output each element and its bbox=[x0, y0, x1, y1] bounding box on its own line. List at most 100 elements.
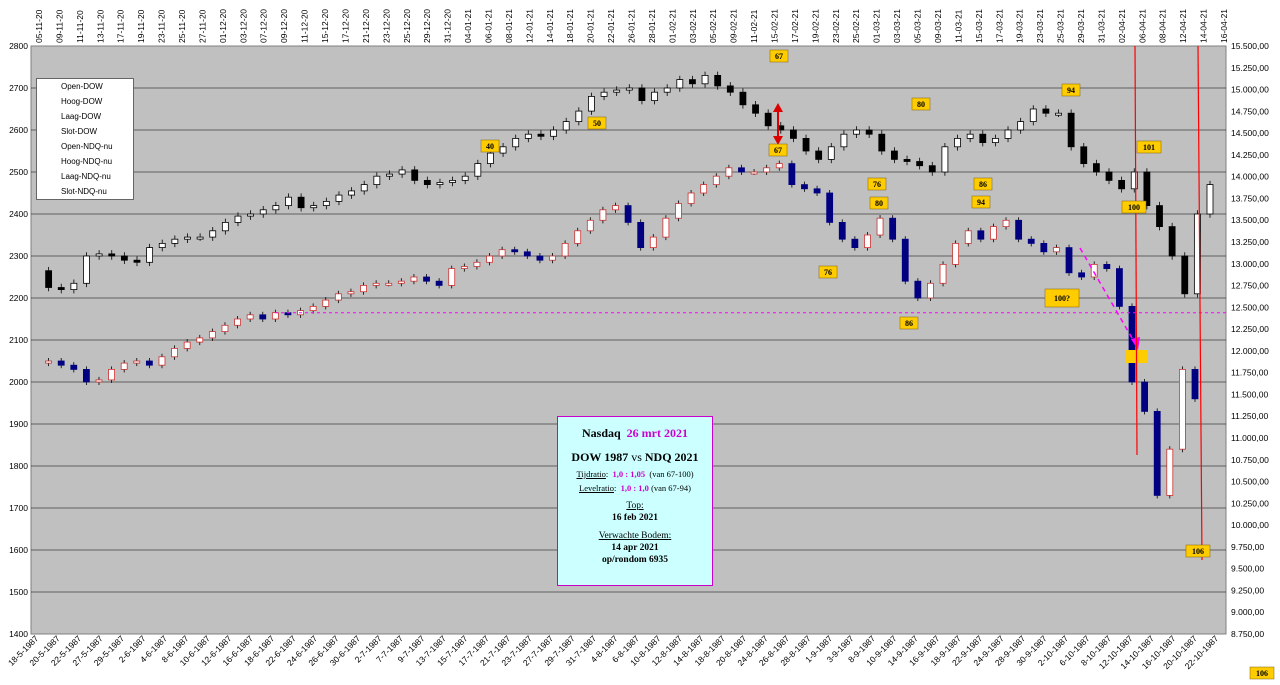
top-date-label: 08-01-21 bbox=[504, 9, 514, 43]
ndq-candle bbox=[247, 213, 255, 217]
top-date-label: 23-11-20 bbox=[157, 9, 167, 43]
level-badge-label: 94 bbox=[977, 198, 985, 207]
level-value: 1,0 : 1,0 bbox=[620, 483, 649, 493]
dow-candle bbox=[838, 221, 846, 240]
dow-candle bbox=[448, 268, 456, 286]
top-date-label: 01-12-20 bbox=[218, 9, 228, 43]
info-box: Nasdaq 26 mrt 2021 DOW 1987 vs NDQ 2021 T… bbox=[557, 416, 713, 586]
dow-candle bbox=[234, 318, 241, 326]
ndq-candle bbox=[764, 112, 772, 127]
left-tick-label: 1500 bbox=[9, 587, 28, 597]
dow-candle bbox=[1166, 448, 1174, 496]
dow-candle bbox=[586, 219, 594, 232]
dow-candle bbox=[801, 184, 808, 190]
top-date-label: 12-01-21 bbox=[524, 9, 534, 43]
ndq-candle bbox=[865, 129, 873, 135]
ndq-candle bbox=[550, 129, 557, 137]
dow-candle bbox=[511, 249, 519, 253]
dow-candle bbox=[259, 314, 267, 320]
top-date-label: 19-02-21 bbox=[810, 9, 820, 43]
ndq-candle bbox=[373, 175, 381, 185]
ndq-candle bbox=[297, 196, 305, 209]
dow-candle bbox=[271, 312, 279, 320]
right-tick-label: 8.750,00 bbox=[1231, 629, 1264, 639]
ndq-candle bbox=[802, 137, 810, 152]
dow-candle bbox=[1116, 268, 1123, 307]
dow-candle bbox=[410, 276, 418, 282]
top-label-text: Top bbox=[626, 501, 641, 511]
dow-candle bbox=[775, 163, 783, 169]
ndq-candle bbox=[1181, 255, 1189, 295]
ndq-candle bbox=[1029, 108, 1037, 123]
top-date-label: 22-01-21 bbox=[606, 9, 616, 43]
ndq-candle bbox=[1105, 171, 1113, 181]
level-badge bbox=[1044, 288, 1080, 308]
left-tick-label: 1400 bbox=[9, 629, 28, 639]
right-tick-label: 10.500,00 bbox=[1231, 477, 1269, 487]
ndq-candle bbox=[57, 287, 65, 290]
level-badge-label: 86 bbox=[979, 180, 987, 189]
level-badge bbox=[480, 139, 500, 153]
ndq-candle bbox=[878, 133, 886, 152]
bottom-date-labels: 18-5-198720-5-198722-5-198727-5-198729-5… bbox=[6, 633, 1221, 671]
dow-candle bbox=[498, 249, 506, 257]
info-title-name: Nasdaq bbox=[581, 426, 621, 440]
level-label: Levelratio bbox=[579, 483, 614, 493]
dow-candle bbox=[599, 209, 607, 221]
ndq-candle bbox=[474, 163, 482, 177]
top-date-label: 29-12-20 bbox=[422, 9, 432, 43]
top-date-label: 09-12-20 bbox=[279, 9, 289, 43]
dow-candle bbox=[725, 167, 733, 177]
ndq-candle bbox=[348, 190, 355, 196]
level-badge bbox=[869, 196, 889, 210]
right-tick-label: 13.750,00 bbox=[1231, 193, 1269, 203]
ndq-candle bbox=[891, 150, 898, 160]
ndq-candle bbox=[1080, 146, 1088, 165]
tijd-label: Tijdratio bbox=[576, 469, 606, 479]
level-badge-label: 100? bbox=[1054, 294, 1070, 303]
info-subtitle-b: NDQ 2021 bbox=[644, 450, 699, 464]
top-date-label: 25-11-20 bbox=[177, 9, 187, 43]
ndq-candle bbox=[524, 133, 532, 139]
level-badge bbox=[971, 195, 991, 209]
top-date-label: 15-02-21 bbox=[770, 9, 780, 43]
ndq-candle bbox=[398, 169, 406, 175]
top-date-label: 11-02-21 bbox=[749, 9, 759, 43]
top-date-label: 06-04-21 bbox=[1137, 9, 1147, 43]
level-badge-label: 86 bbox=[905, 319, 913, 328]
top-date-label: 25-12-20 bbox=[402, 9, 412, 43]
dow-candle bbox=[435, 280, 443, 286]
top-date-label: 09-03-21 bbox=[933, 9, 943, 43]
ndq-candle bbox=[108, 253, 116, 257]
right-tick-label: 14.500,00 bbox=[1231, 128, 1269, 138]
level-badge-label: 80 bbox=[875, 199, 883, 208]
ndq-candle bbox=[1004, 129, 1012, 139]
left-tick-label: 2800 bbox=[9, 41, 28, 51]
legend-item: Laag-DOW bbox=[61, 112, 102, 121]
top-date-label: 14-04-21 bbox=[1199, 9, 1209, 43]
info-subtitle: DOW 1987 vs NDQ 2021 bbox=[558, 450, 712, 465]
info-subtitle-vs: vs bbox=[631, 450, 642, 464]
ndq-candle bbox=[512, 137, 520, 148]
top-date-label: 03-03-21 bbox=[892, 9, 902, 43]
ndq-candle bbox=[903, 158, 911, 162]
top-date-label: 25-02-21 bbox=[851, 9, 861, 43]
legend-item: Open-DOW bbox=[61, 82, 103, 91]
ndq-candle bbox=[537, 133, 545, 137]
ndq-candle bbox=[1017, 121, 1025, 131]
ndq-candle bbox=[322, 200, 330, 206]
left-tick-label: 2000 bbox=[9, 377, 28, 387]
ndq-candle bbox=[613, 89, 621, 93]
info-levelratio: Levelratio: 1,0 : 1,0 (van 67-94) bbox=[579, 483, 691, 493]
level-note: (van 67-94) bbox=[651, 483, 691, 493]
ndq-candle bbox=[916, 161, 924, 167]
top-date-label: 19-11-20 bbox=[136, 9, 146, 43]
level-badge bbox=[1249, 666, 1275, 680]
dow-candle bbox=[133, 360, 141, 364]
ndq-candle bbox=[827, 146, 835, 160]
level-badge bbox=[769, 49, 789, 63]
level-badge-label: 76 bbox=[824, 268, 832, 277]
right-tick-label: 14.250,00 bbox=[1231, 150, 1269, 160]
right-tick-label: 14.750,00 bbox=[1231, 106, 1269, 116]
left-tick-label: 1800 bbox=[9, 461, 28, 471]
